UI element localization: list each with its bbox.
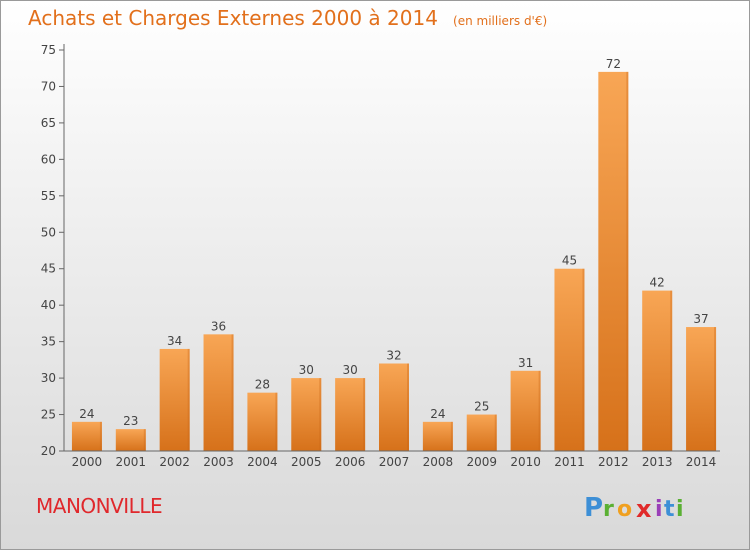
y-tick-label: 60 [41,152,56,166]
bar-2002 [159,348,190,451]
y-tick-label: 75 [41,43,56,57]
bar-edge [231,334,234,451]
x-tick-label: 2011 [554,455,585,469]
bar-edge [363,378,366,451]
bar-2011 [554,268,585,451]
x-axis: 2000 2001 2002 2003 2004 2005 2006 2007 2008 2009… [64,450,720,469]
x-tick-label: 2006 [335,455,366,469]
x-tick-label: 2000 [72,455,103,469]
value-label: 30 [342,363,357,377]
bar-2013 [642,290,673,451]
bar-2003 [203,334,234,451]
value-label: 24 [79,407,94,421]
x-tick-label: 2009 [466,455,497,469]
x-tick-label: 2002 [159,455,190,469]
chart-title: Achats et Charges Externes 2000 à 2014 [28,6,438,30]
chart-subtitle: (en milliers d'€) [453,14,548,28]
value-label: 30 [299,363,314,377]
x-tick-label: 2001 [116,455,147,469]
bar-edge [582,268,585,451]
logo-letter-p: P [584,493,603,523]
bar-2008 [422,421,453,451]
bar-edge [187,348,190,451]
value-label: 37 [693,312,708,326]
bar-edge [626,71,629,451]
value-label: 23 [123,414,138,428]
bar-2005 [291,378,322,451]
x-tick-label: 2014 [686,455,717,469]
y-tick-label: 20 [41,444,56,458]
value-label: 24 [430,407,445,421]
bar-2004 [247,392,278,451]
y-tick-label: 45 [41,262,56,276]
x-tick-label: 2012 [598,455,629,469]
y-tick-label: 25 [41,408,56,422]
bar-2001 [115,429,146,451]
bar-edge [538,370,541,451]
proxiti-logo[interactable]: P r o x i t i [582,490,692,524]
bar-2014 [686,327,717,451]
logo-letter-o: o [617,497,632,522]
bar-edge [407,363,409,451]
commune-name: MANONVILLE [36,494,163,518]
logo-letter-r: r [603,497,614,522]
x-tick-label: 2004 [247,455,278,469]
bar-edge [319,378,322,451]
x-tick-label: 2003 [203,455,234,469]
value-label: 34 [167,334,182,348]
y-tick-label: 50 [41,225,56,239]
y-axis: 20 25 30 35 40 45 50 55 60 65 70 75 [41,43,65,458]
x-tick-label: 2008 [423,455,454,469]
value-label: 45 [562,254,577,268]
bar-edge [275,392,278,451]
y-tick-label: 30 [41,371,56,385]
bar-edge [450,421,453,451]
bar-2006 [335,378,366,451]
value-label: 28 [255,378,270,392]
x-tick-label: 2007 [379,455,410,469]
value-label: 25 [474,400,489,414]
bar-edge [714,327,717,451]
logo-letter-x: x [636,495,652,523]
x-tick-label: 2010 [510,455,541,469]
value-label: 36 [211,319,226,333]
bar-2009 [466,414,497,451]
bar-edge [143,429,146,451]
bar-2012 [598,71,629,451]
x-tick-label: 2005 [291,455,322,469]
logo-letter-i2: i [676,497,684,522]
y-tick-label: 55 [41,189,56,203]
bar-2010 [510,370,541,451]
logo-letter-i1: i [655,497,663,522]
value-label: 32 [386,349,401,363]
bar-edge [494,414,497,451]
bars: 24 23 34 36 28 30 30 32 24 25 31 45 72 42 37 [71,57,717,451]
x-tick-label: 2013 [642,455,673,469]
value-label: 72 [606,57,621,71]
y-tick-label: 65 [41,116,56,130]
value-label: 31 [518,356,533,370]
bar-edge [99,421,102,451]
bar-edge [670,290,673,451]
value-label: 42 [650,276,665,290]
y-tick-label: 35 [41,335,56,349]
bar-2000 [71,421,102,451]
y-tick-label: 70 [41,79,56,93]
chart-title-block: Achats et Charges Externes 2000 à 2014 (… [28,6,547,30]
bar-2007 [379,363,409,451]
y-tick-label: 40 [41,298,56,312]
logo-letter-t: t [664,497,675,522]
